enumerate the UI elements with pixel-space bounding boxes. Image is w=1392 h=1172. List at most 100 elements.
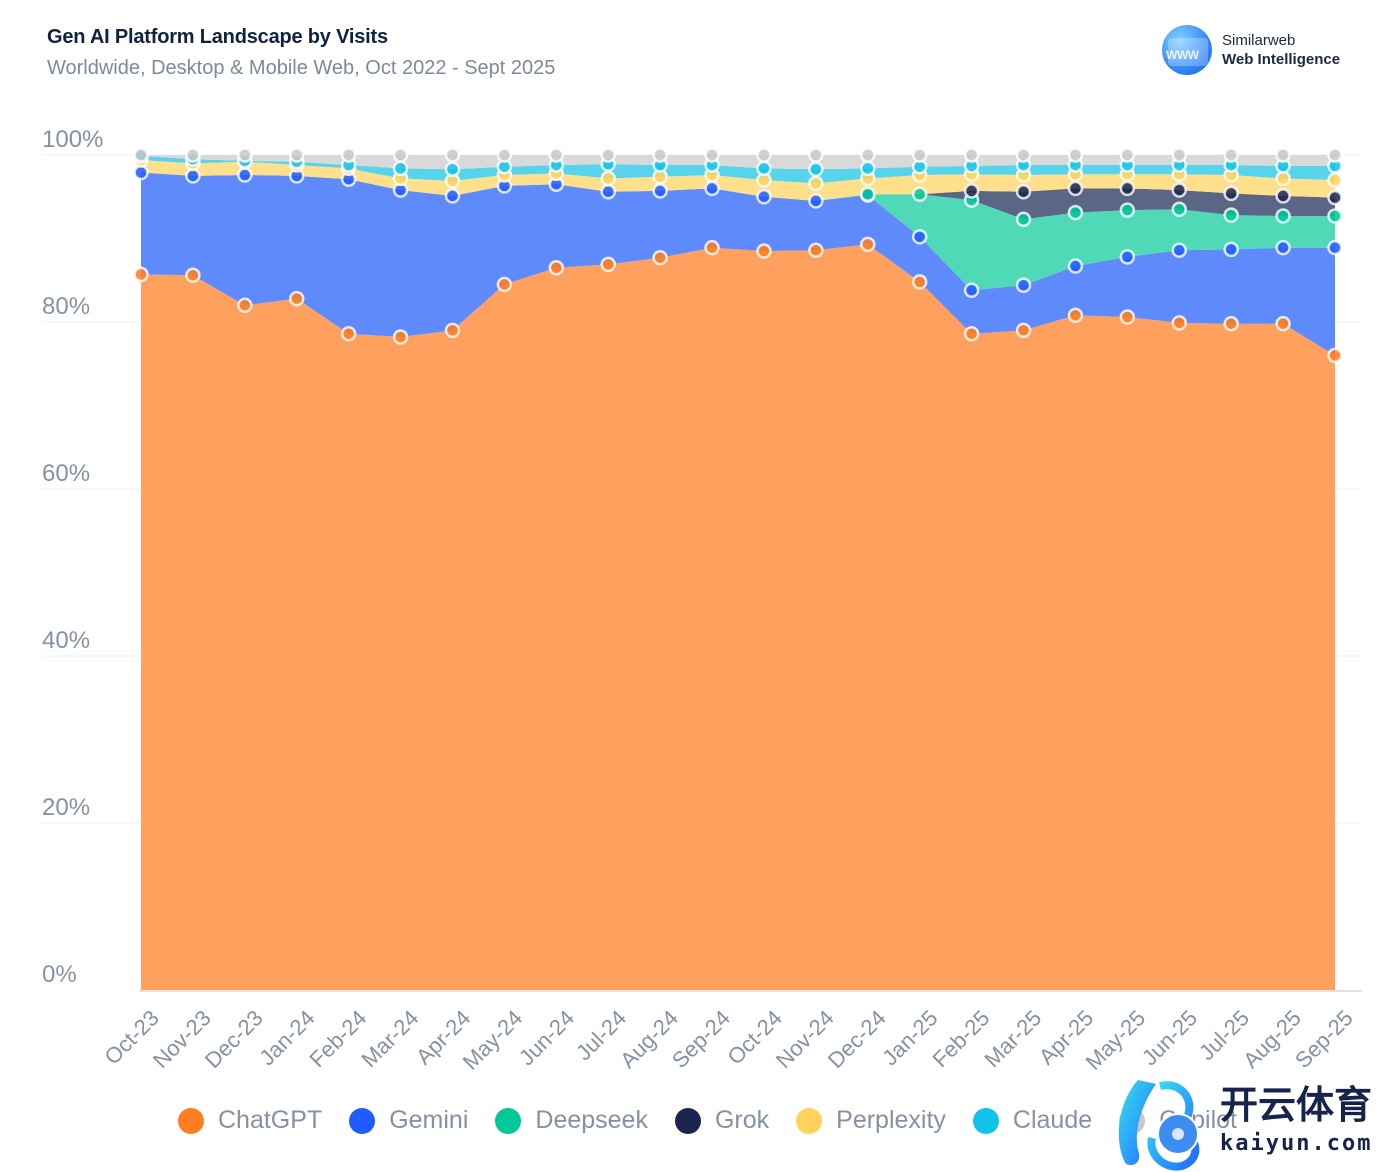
point-gemini[interactable] (911, 229, 928, 245)
point-gemini[interactable] (1171, 242, 1188, 258)
point-gemini[interactable] (652, 183, 668, 199)
point-gemini[interactable] (600, 183, 616, 200)
legend-item-grok[interactable]: Grok (674, 1106, 769, 1135)
point-perplexity[interactable] (1275, 170, 1291, 187)
point-copilot[interactable] (704, 147, 720, 163)
point-copilot[interactable] (496, 147, 513, 163)
point-chatgpt[interactable] (288, 290, 305, 307)
point-claude[interactable] (756, 160, 772, 177)
point-chatgpt[interactable] (133, 266, 149, 283)
legend-item-chatgpt[interactable]: ChatGPT (178, 1106, 322, 1135)
point-gemini[interactable] (1119, 249, 1136, 265)
point-perplexity[interactable] (808, 175, 824, 192)
point-copilot[interactable] (288, 147, 305, 163)
point-gemini[interactable] (1275, 239, 1291, 256)
point-deepseek[interactable] (1015, 211, 1032, 228)
point-claude[interactable] (444, 161, 461, 177)
point-gemini[interactable] (1067, 258, 1084, 274)
point-copilot[interactable] (1119, 147, 1136, 163)
point-claude[interactable] (808, 161, 824, 177)
point-copilot[interactable] (808, 147, 824, 163)
point-gemini[interactable] (1223, 241, 1239, 258)
point-grok[interactable] (1067, 180, 1084, 197)
point-copilot[interactable] (444, 147, 461, 163)
point-chatgpt[interactable] (1067, 307, 1084, 324)
point-deepseek[interactable] (1223, 207, 1239, 223)
point-gemini[interactable] (237, 167, 253, 183)
point-grok[interactable] (1223, 185, 1239, 202)
point-chatgpt[interactable] (1119, 309, 1136, 325)
point-grok[interactable] (1015, 183, 1032, 200)
point-gemini[interactable] (808, 193, 824, 209)
point-deepseek[interactable] (860, 186, 876, 202)
legend-item-claude[interactable]: Claude (972, 1106, 1092, 1135)
point-chatgpt[interactable] (340, 325, 357, 342)
point-gemini[interactable] (444, 188, 461, 204)
point-deepseek[interactable] (1067, 204, 1084, 221)
point-chatgpt[interactable] (808, 242, 824, 258)
point-deepseek[interactable] (1275, 208, 1291, 224)
point-copilot[interactable] (911, 147, 928, 163)
point-gemini[interactable] (963, 282, 980, 299)
point-deepseek[interactable] (1327, 208, 1343, 224)
area-gemini (141, 172, 1335, 356)
point-chatgpt[interactable] (860, 236, 876, 253)
point-deepseek[interactable] (911, 186, 928, 202)
point-copilot[interactable] (548, 147, 565, 163)
point-chatgpt[interactable] (1171, 315, 1188, 331)
point-chatgpt[interactable] (1327, 347, 1343, 364)
point-copilot[interactable] (963, 147, 980, 163)
point-gemini[interactable] (1327, 239, 1343, 256)
point-copilot[interactable] (1327, 147, 1343, 163)
point-chatgpt[interactable] (756, 243, 772, 259)
point-chatgpt[interactable] (911, 274, 928, 290)
point-grok[interactable] (1171, 182, 1188, 198)
point-gemini[interactable] (1015, 277, 1032, 294)
point-chatgpt[interactable] (652, 249, 668, 266)
point-chatgpt[interactable] (1015, 322, 1032, 339)
point-copilot[interactable] (600, 147, 616, 163)
point-grok[interactable] (1275, 188, 1291, 204)
point-copilot[interactable] (185, 147, 201, 163)
point-deepseek[interactable] (1171, 201, 1188, 218)
legend-item-deepseek[interactable]: Deepseek (495, 1106, 648, 1135)
point-chatgpt[interactable] (704, 239, 720, 256)
point-chatgpt[interactable] (1223, 315, 1239, 332)
point-chatgpt[interactable] (1275, 315, 1291, 332)
legend-item-perplexity[interactable]: Perplexity (796, 1106, 946, 1135)
point-perplexity[interactable] (600, 170, 616, 187)
point-copilot[interactable] (340, 147, 357, 163)
legend-item-gemini[interactable]: Gemini (349, 1106, 468, 1135)
point-copilot[interactable] (756, 147, 772, 163)
point-gemini[interactable] (756, 189, 772, 205)
point-copilot[interactable] (1223, 147, 1239, 163)
point-gemini[interactable] (704, 180, 720, 197)
point-copilot[interactable] (1275, 147, 1291, 163)
point-chatgpt[interactable] (496, 276, 513, 293)
point-chatgpt[interactable] (392, 329, 409, 345)
point-deepseek[interactable] (1119, 202, 1136, 218)
point-gemini[interactable] (133, 164, 149, 181)
point-chatgpt[interactable] (600, 256, 616, 273)
point-chatgpt[interactable] (185, 267, 201, 283)
point-copilot[interactable] (133, 147, 149, 163)
point-chatgpt[interactable] (237, 297, 253, 314)
point-chatgpt[interactable] (548, 259, 565, 276)
point-copilot[interactable] (860, 147, 876, 163)
point-claude[interactable] (860, 160, 876, 177)
point-copilot[interactable] (237, 147, 253, 163)
point-chatgpt[interactable] (444, 322, 461, 339)
point-copilot[interactable] (1171, 147, 1188, 163)
point-grok[interactable] (963, 183, 980, 199)
point-gemini[interactable] (185, 168, 201, 184)
point-chatgpt[interactable] (963, 325, 980, 342)
legend-label: ChatGPT (218, 1106, 323, 1134)
point-copilot[interactable] (392, 147, 409, 163)
point-claude[interactable] (392, 160, 409, 177)
point-copilot[interactable] (1067, 147, 1084, 163)
point-perplexity[interactable] (1327, 172, 1343, 188)
point-grok[interactable] (1119, 180, 1136, 197)
point-copilot[interactable] (1015, 147, 1032, 163)
point-copilot[interactable] (652, 147, 668, 163)
point-grok[interactable] (1327, 189, 1343, 206)
